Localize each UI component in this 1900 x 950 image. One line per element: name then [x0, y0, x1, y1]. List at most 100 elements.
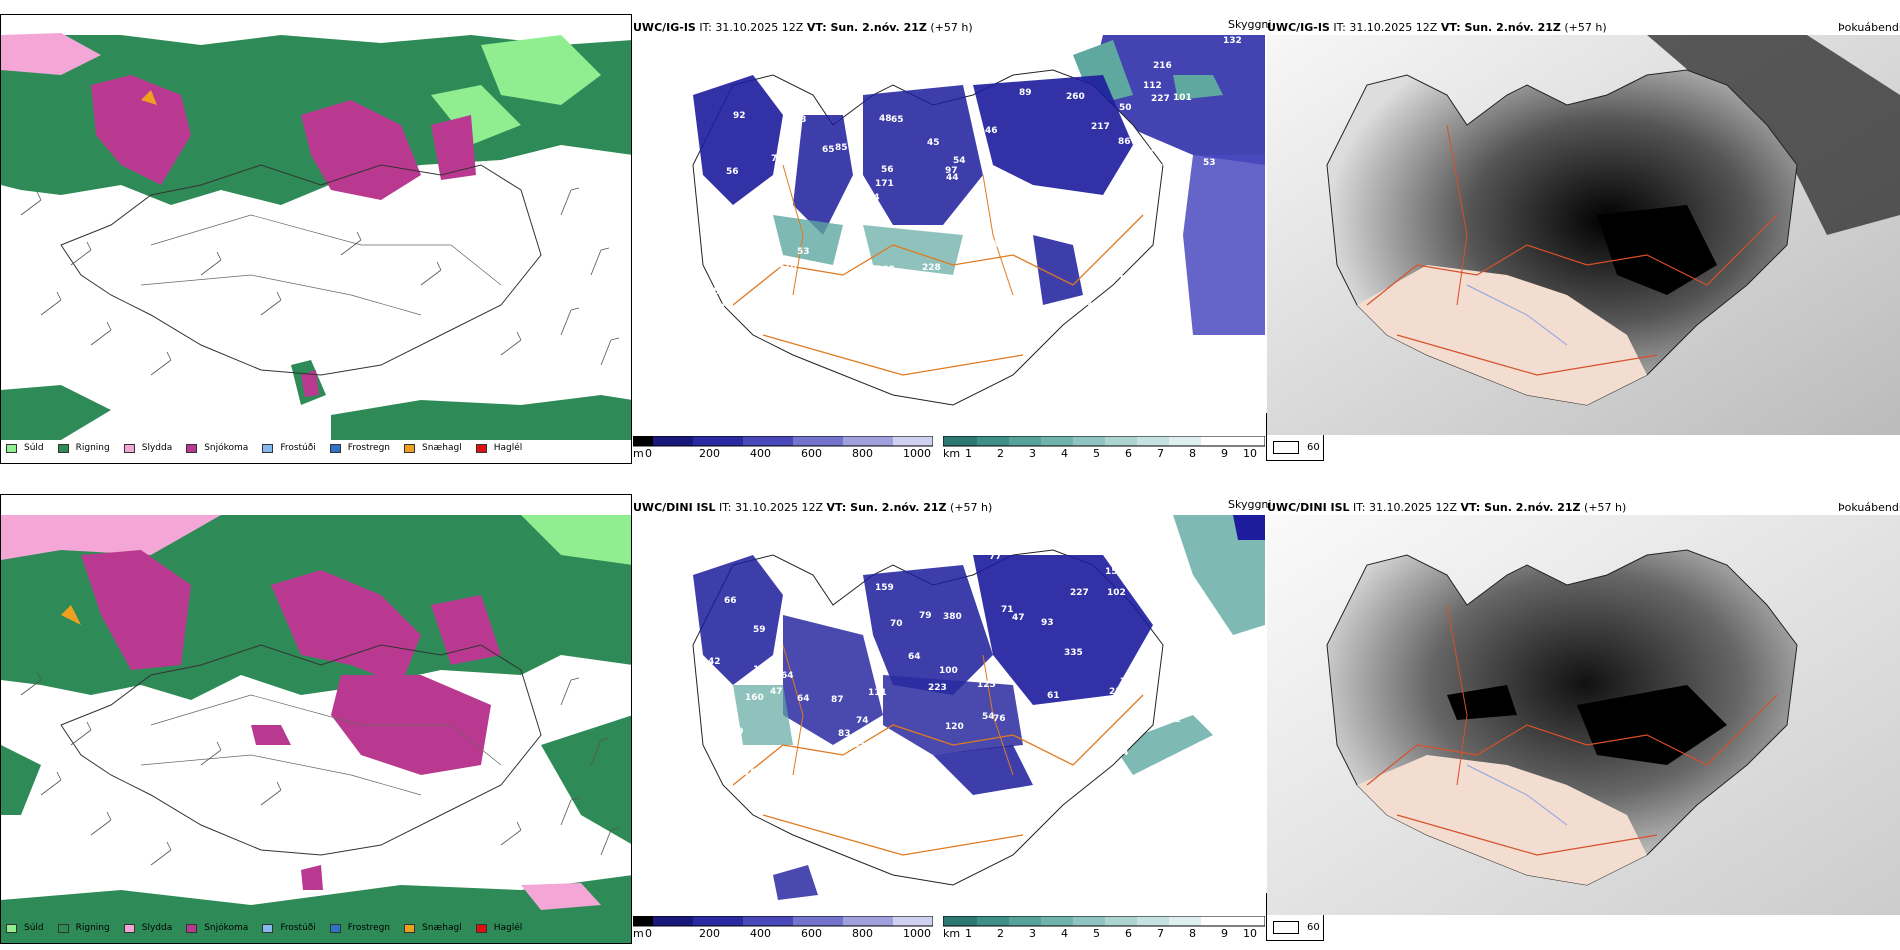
visibility-value-label: 65 [822, 145, 835, 155]
graupel-swatch [404, 923, 416, 933]
row1-cloud-base-bar: m 0 200 400 600 800 1000 [633, 436, 933, 462]
visibility-value-label: 54 [953, 156, 966, 166]
visibility-tick: 7 [1157, 927, 1164, 940]
legend-label: Súld [24, 923, 44, 933]
legend-label: Snæhagl [422, 923, 462, 933]
visibility-tick: 8 [1189, 447, 1196, 460]
legend-item-hail: Haglél [475, 923, 523, 933]
row2-fog-svg [1267, 515, 1900, 915]
visibility-gradient [943, 436, 1265, 447]
visibility-value-label: 88 [1004, 796, 1017, 806]
visibility-value-label: 86 [1118, 137, 1131, 147]
visibility-tick: 8 [1189, 927, 1196, 940]
fog-low-label: 60 [1307, 922, 1320, 933]
row1-vis-valid: VT: Sun. 2.nóv. 21Z [806, 21, 927, 34]
cloud-base-gradient [633, 436, 933, 447]
visibility-value-label: 99 [930, 312, 943, 322]
visibility-value-label: 74 [856, 716, 869, 726]
row2-fog-model: UWC/DINI ISL [1267, 501, 1350, 514]
visibility-tick: 1 [965, 927, 972, 940]
row1-precip-legend: Súld Rigning Slydda Snjókoma Frostúði Fr… [6, 443, 536, 453]
rain-swatch [57, 443, 69, 453]
visibility-value-label: 223 [928, 683, 947, 693]
legend-item-drizzle: Súld [6, 443, 44, 453]
hail-swatch [475, 443, 487, 453]
row2-vis-header: UWC/DINI ISL IT: 31.10.2025 12Z VT: Sun.… [633, 501, 992, 514]
row-1: UWC/IG-IS IT: 31.10.2025 12Z VT: Sun. 2.… [0, 0, 1900, 470]
rain-swatch [57, 923, 69, 933]
cloud-base-tick: 1000 [903, 447, 931, 460]
visibility-value-label: 216 [1153, 61, 1172, 71]
visibility-value-label: 74 [1063, 775, 1076, 785]
visibility-value-label: 85 [835, 143, 848, 153]
visibility-value-label: 64 [797, 694, 810, 704]
row1-vis-init: IT: 31.10.2025 12Z [699, 21, 804, 34]
legend-label: Frostregn [347, 443, 391, 453]
fog-legend-low: 60 [1273, 441, 1320, 454]
row2-precip-svg [1, 495, 631, 943]
fog-low-swatch [1273, 921, 1299, 934]
row2-vis-title: Skyggni [1228, 498, 1272, 511]
row1-fog-valid: VT: Sun. 2.nóv. 21Z [1440, 21, 1561, 34]
visibility-value-label: 159 [753, 665, 772, 675]
sleet-swatch [123, 443, 135, 453]
graupel-swatch [404, 443, 416, 453]
legend-label: Haglél [493, 923, 523, 933]
visibility-value-label: 46 [742, 249, 755, 259]
row1-vis-svg: 132 216 112 101 48 53 48 56 50 54 46 58 48 45 46 85 45 59… [633, 35, 1265, 435]
visibility-value-label: 310 [778, 263, 797, 273]
visibility-value-label: 171 [875, 179, 894, 189]
visibility-value-label: 47 [1012, 613, 1025, 623]
row2-fog-lead: (+57 h) [1584, 501, 1627, 514]
row2-fog-map [1267, 515, 1900, 915]
visibility-value-label: 44 [946, 173, 959, 183]
visibility-value-label: 46 [985, 126, 998, 136]
visibility-value-label: 260 [1066, 92, 1085, 102]
visibility-tick: 10 [1243, 447, 1257, 460]
visibility-value-label: 90 [712, 303, 725, 313]
visibility-tick: 6 [1125, 927, 1132, 940]
visibility-value-label: 209 [708, 311, 727, 321]
visibility-value-label: 45 [707, 287, 720, 297]
visibility-tick: 9 [1221, 447, 1228, 460]
row1-vis-map: 132 216 112 101 48 53 48 56 50 54 46 58 48 45 46 85 45 59… [633, 35, 1265, 435]
visibility-value-label: 53 [794, 115, 807, 125]
visibility-tick: 6 [1125, 447, 1132, 460]
row1-precip-map [0, 14, 632, 464]
legend-item-freezing-rain: Frostregn [329, 923, 391, 933]
visibility-value-label: 71 [1001, 605, 1014, 615]
cloud-base-tick: 0 [645, 927, 652, 940]
freezing-rain-swatch [329, 443, 341, 453]
visibility-value-label: 59 [753, 625, 766, 635]
legend-label: Frostregn [347, 923, 391, 933]
visibility-value-label: 213 [1109, 687, 1128, 697]
visibility-value-label: 55 [1091, 793, 1104, 803]
row2-fog-header: UWC/DINI ISL IT: 31.10.2025 12Z VT: Sun.… [1267, 501, 1626, 514]
row1-vis-lead: (+57 h) [930, 21, 973, 34]
visibility-unit: km [943, 447, 961, 460]
visibility-tick: 7 [1157, 447, 1164, 460]
visibility-value-label: 106 [1073, 298, 1092, 308]
visibility-value-label: 88 [1162, 159, 1175, 169]
freezing-drizzle-swatch [262, 443, 274, 453]
cloud-base-unit: m [633, 927, 644, 940]
visibility-value-label: 54 [867, 193, 880, 203]
legend-item-rain: Rigning [57, 443, 110, 453]
row2-vis-valid: VT: Sun. 2.nóv. 21Z [826, 501, 947, 514]
visibility-value-label: 47 [770, 687, 783, 697]
visibility-value-label: 83 [838, 729, 851, 739]
row2-cloud-base-bar: m 0 200 400 600 800 1000 [633, 916, 933, 942]
row2-visibility-labels: 55 47 54 66 74 59 66 87 93 79 47 74 85 159 125 59 61 100 4… [708, 552, 1181, 806]
visibility-value-label: 125 [977, 680, 996, 690]
visibility-value-label: 132 [1223, 36, 1242, 46]
row1-fog-model: UWC/IG-IS [1267, 21, 1330, 34]
cloud-base-tick: 200 [699, 447, 720, 460]
visibility-value-label: 56 [726, 167, 739, 177]
visibility-value-label: 53 [1203, 158, 1216, 168]
visibility-value-label: 380 [943, 612, 962, 622]
cloud-base-tick: 600 [801, 927, 822, 940]
legend-item-sleet: Slydda [123, 443, 172, 453]
visibility-value-label: 236 [1032, 766, 1051, 776]
snow-swatch [186, 923, 198, 933]
row1-vis-model: UWC/IG-IS [633, 21, 696, 34]
